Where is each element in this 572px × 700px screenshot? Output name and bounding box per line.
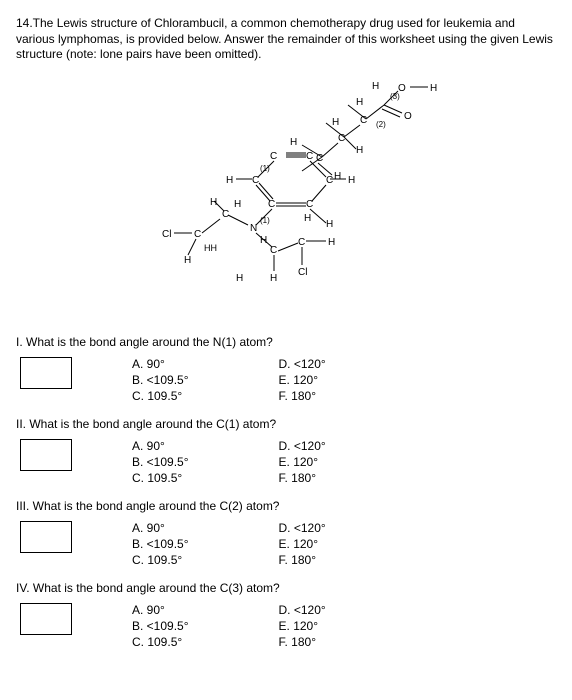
q3-opt-c: C. 109.5°: [132, 553, 189, 567]
svg-text:Cl: Cl: [298, 267, 307, 278]
answer-box-1[interactable]: [20, 357, 72, 389]
options-2-right: D. <120° E. 120° F. 180°: [279, 439, 326, 485]
svg-text:C: C: [326, 175, 333, 186]
q4-opt-d: D. <120°: [279, 603, 326, 617]
q4-opt-e: E. 120°: [279, 619, 326, 633]
svg-text:H: H: [236, 273, 243, 284]
svg-text:C: C: [306, 151, 313, 162]
svg-text:(3): (3): [390, 92, 400, 101]
options-3: A. 90° B. <109.5° C. 109.5° D. <120° E. …: [132, 521, 326, 567]
options-4: A. 90° B. <109.5° C. 109.5° D. <120° E. …: [132, 603, 326, 649]
svg-text:H: H: [332, 117, 339, 128]
lewis-structure: O H (3) O H H C (2) H C H C H: [16, 75, 556, 315]
q3-opt-f: F. 180°: [279, 553, 326, 567]
q3-opt-e: E. 120°: [279, 537, 326, 551]
q2-opt-b: B. <109.5°: [132, 455, 189, 469]
svg-text:HH: HH: [204, 243, 217, 253]
options-1: A. 90° B. <109.5° C. 109.5° D. <120° E. …: [132, 357, 326, 403]
q4-opt-c: C. 109.5°: [132, 635, 189, 649]
q3-opt-a: A. 90°: [132, 521, 189, 535]
options-1-left: A. 90° B. <109.5° C. 109.5°: [132, 357, 189, 403]
svg-text:H: H: [304, 213, 311, 224]
q4-opt-b: B. <109.5°: [132, 619, 189, 633]
q2-opt-a: A. 90°: [132, 439, 189, 453]
svg-text:H: H: [226, 175, 233, 186]
options-4-right: D. <120° E. 120° F. 180°: [279, 603, 326, 649]
question-4-prompt: IV. What is the bond angle around the C(…: [16, 581, 556, 595]
svg-text:H: H: [328, 237, 335, 248]
q1-opt-b: B. <109.5°: [132, 373, 189, 387]
svg-text:C: C: [298, 237, 305, 248]
question-1-row: A. 90° B. <109.5° C. 109.5° D. <120° E. …: [16, 357, 556, 403]
svg-text:H: H: [234, 199, 241, 210]
svg-text:H: H: [348, 175, 355, 186]
svg-text:H: H: [290, 137, 297, 148]
question-4-row: A. 90° B. <109.5° C. 109.5° D. <120° E. …: [16, 603, 556, 649]
svg-text:H: H: [356, 145, 363, 156]
svg-text:C: C: [268, 199, 275, 210]
svg-text:H: H: [260, 235, 267, 246]
options-2-left: A. 90° B. <109.5° C. 109.5°: [132, 439, 189, 485]
q1-opt-d: D. <120°: [279, 357, 326, 371]
svg-text:H: H: [372, 81, 379, 92]
question-1-prompt: I. What is the bond angle around the N(1…: [16, 335, 556, 349]
question-2-row: A. 90° B. <109.5° C. 109.5° D. <120° E. …: [16, 439, 556, 485]
q2-opt-d: D. <120°: [279, 439, 326, 453]
q1-opt-f: F. 180°: [279, 389, 326, 403]
question-header: 14.The Lewis structure of Chlorambucil, …: [16, 16, 556, 63]
options-4-left: A. 90° B. <109.5° C. 109.5°: [132, 603, 189, 649]
answer-box-3[interactable]: [20, 521, 72, 553]
svg-text:O: O: [404, 111, 412, 122]
answer-box-4[interactable]: [20, 603, 72, 635]
svg-text:H: H: [270, 273, 277, 284]
svg-text:N: N: [250, 223, 257, 234]
q3-opt-b: B. <109.5°: [132, 537, 189, 551]
q3-opt-d: D. <120°: [279, 521, 326, 535]
question-3-prompt: III. What is the bond angle around the C…: [16, 499, 556, 513]
svg-text:C: C: [194, 229, 201, 240]
q4-opt-f: F. 180°: [279, 635, 326, 649]
options-2: A. 90° B. <109.5° C. 109.5° D. <120° E. …: [132, 439, 326, 485]
svg-text:C: C: [270, 151, 277, 162]
q2-opt-e: E. 120°: [279, 455, 326, 469]
svg-text:Cl: Cl: [162, 229, 171, 240]
svg-text:H: H: [356, 97, 363, 108]
svg-text:C: C: [338, 133, 345, 144]
options-3-right: D. <120° E. 120° F. 180°: [279, 521, 326, 567]
svg-text:C: C: [360, 115, 367, 126]
svg-text:C: C: [252, 175, 259, 186]
svg-text:H: H: [430, 83, 437, 94]
q1-opt-e: E. 120°: [279, 373, 326, 387]
q4-opt-a: A. 90°: [132, 603, 189, 617]
svg-text:(1): (1): [260, 216, 270, 225]
q1-opt-a: A. 90°: [132, 357, 189, 371]
question-2-prompt: II. What is the bond angle around the C(…: [16, 417, 556, 431]
question-3-row: A. 90° B. <109.5° C. 109.5° D. <120° E. …: [16, 521, 556, 567]
q2-opt-f: F. 180°: [279, 471, 326, 485]
options-3-left: A. 90° B. <109.5° C. 109.5°: [132, 521, 189, 567]
svg-text:H: H: [334, 171, 341, 182]
answer-box-2[interactable]: [20, 439, 72, 471]
svg-text:(1): (1): [260, 164, 270, 173]
options-1-right: D. <120° E. 120° F. 180°: [279, 357, 326, 403]
svg-text:(2): (2): [376, 120, 386, 129]
svg-text:C: C: [306, 199, 313, 210]
q2-opt-c: C. 109.5°: [132, 471, 189, 485]
svg-text:H: H: [326, 219, 333, 230]
svg-text:H: H: [184, 255, 191, 266]
q1-opt-c: C. 109.5°: [132, 389, 189, 403]
svg-text:C: C: [270, 245, 277, 256]
